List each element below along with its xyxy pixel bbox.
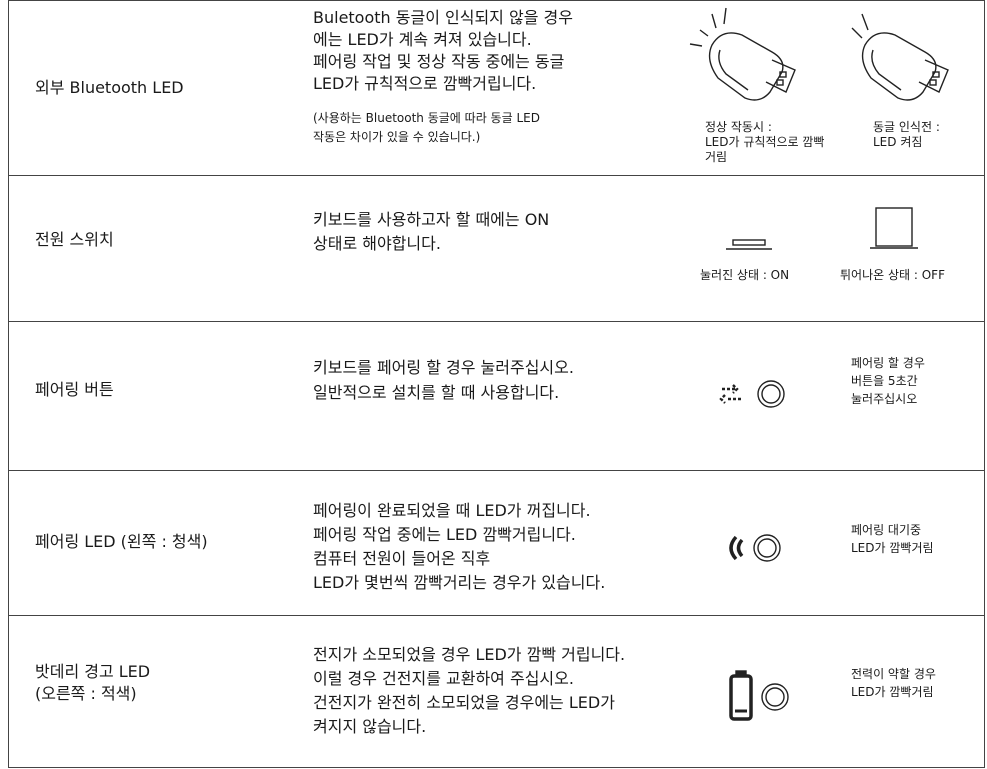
- description: 건전지가 완전히 소모되었을 경우에는 LED가: [313, 693, 615, 712]
- rule: [8, 0, 985, 1]
- description: LED가 몇번씩 깜빡거리는 경우가 있습니다.: [313, 573, 606, 592]
- description: 페어링 작업 및 정상 작동 중에는 동글: [313, 52, 565, 71]
- switch-off-icon: [870, 207, 918, 249]
- row-label: 전원 스위치: [35, 230, 114, 249]
- rule: [984, 0, 985, 768]
- description: 상태로 해야합니다.: [313, 234, 441, 253]
- pairing-led-icon: [729, 534, 781, 562]
- caption: LED가 깜빡거림: [851, 685, 934, 699]
- caption: LED 켜짐: [873, 135, 923, 149]
- battery-icon: [729, 670, 789, 721]
- caption: 눌러진 상태 : ON: [700, 268, 790, 282]
- description: 켜지지 않습니다.: [313, 717, 427, 736]
- description: LED가 규칙적으로 깜빡거립니다.: [313, 74, 537, 93]
- switch-on-icon: [726, 239, 772, 250]
- caption: 전력이 약할 경우: [851, 667, 936, 681]
- caption: 눌러주십시오: [851, 392, 918, 406]
- rule: [8, 470, 985, 471]
- description: 컴퓨터 전원이 들어온 직후: [313, 549, 491, 568]
- row-label: 밧데리 경고 LED: [35, 662, 151, 681]
- description: 전지가 소모되었을 경우 LED가 깜빡 거립니다.: [313, 645, 626, 664]
- caption: 페어링 할 경우: [851, 356, 925, 370]
- note: 작동은 차이가 있을 수 있습니다.): [313, 130, 481, 144]
- rule: [8, 615, 985, 616]
- caption: LED가 깜빡거림: [851, 541, 934, 555]
- caption: 정상 작동시 :: [705, 120, 772, 134]
- note: (사용하는 Bluetooth 동글에 따라 동글 LED: [313, 111, 540, 125]
- rule: [8, 321, 985, 322]
- row-label: (오른쪽 : 적색): [35, 684, 137, 703]
- pairing-button-icon: [719, 380, 785, 408]
- caption: 페어링 대기중: [851, 523, 922, 537]
- rule: [8, 767, 985, 768]
- description: 에는 LED가 계속 켜져 있습니다.: [313, 30, 532, 49]
- row-label: 페어링 버튼: [35, 380, 114, 399]
- dongle-icon: [689, 7, 796, 101]
- rule: [8, 175, 985, 176]
- description: 일반적으로 설치를 할 때 사용합니다.: [313, 383, 560, 402]
- description: 키보드를 페어링 할 경우 눌러주십시오.: [313, 358, 574, 377]
- dongle-icon: [851, 13, 949, 101]
- caption: 버튼을 5초간: [851, 374, 918, 388]
- caption: 튀어나온 상태 : OFF: [840, 268, 945, 282]
- description: 이럴 경우 건전지를 교환하여 주십시오.: [313, 669, 574, 688]
- caption: 거림: [705, 150, 728, 164]
- description: Buletooth 동글이 인식되지 않을 경우: [313, 8, 573, 27]
- rule: [8, 0, 9, 768]
- caption: LED가 규칙적으로 깜빡: [705, 135, 825, 149]
- row-label: 외부 Bluetooth LED: [35, 78, 184, 97]
- description: 페어링이 완료되었을 때 LED가 꺼집니다.: [313, 501, 591, 520]
- description: 페어링 작업 중에는 LED 깜빡거립니다.: [313, 525, 576, 544]
- description: 키보드를 사용하고자 할 때에는 ON: [313, 210, 550, 229]
- row-label: 페어링 LED (왼쪽 : 청색): [35, 532, 208, 551]
- caption: 동글 인식전 :: [873, 120, 940, 134]
